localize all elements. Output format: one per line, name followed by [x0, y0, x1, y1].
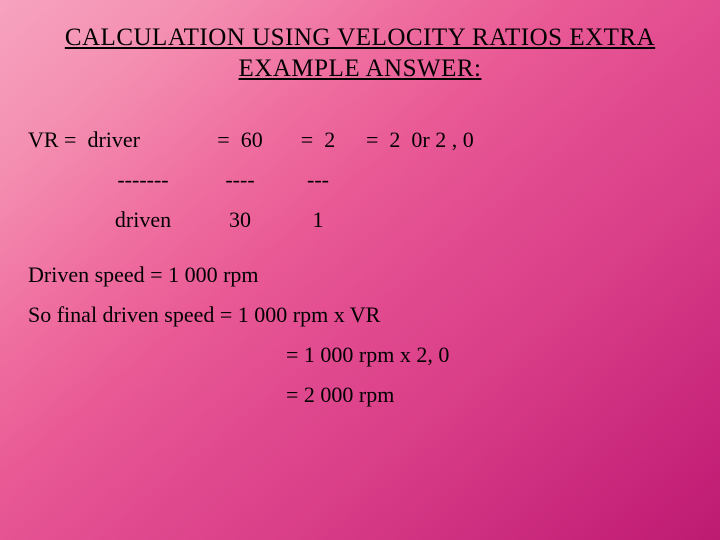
slide: CALCULATION USING VELOCITY RATIOS EXTRA … [0, 0, 720, 540]
vr-row-2: ------- ---- --- [28, 167, 692, 193]
vr-row-3: driven 30 1 [28, 207, 692, 233]
vr-r2-c3: --- [282, 167, 354, 193]
slide-content: VR = driver = 60 = 2 = 2 0r 2 , 0 ------… [0, 93, 720, 408]
vr-r3-c1: driven [88, 207, 198, 233]
vr-r1-c3: = 2 [282, 127, 354, 153]
line-eq1: = 1 000 rpm x 2, 0 [28, 342, 692, 368]
vr-r3-c2: 30 [198, 207, 282, 233]
vr-row-1: VR = driver = 60 = 2 = 2 0r 2 , 0 [28, 127, 692, 153]
vr-r1-c4: = 2 0r 2 , 0 [354, 127, 692, 153]
vr-r2-c2: ---- [198, 167, 282, 193]
vr-r2-c1: ------- [88, 167, 198, 193]
line-final-driven: So final driven speed = 1 000 rpm x VR [28, 302, 692, 328]
vr-r3-c3: 1 [282, 207, 354, 233]
vr-r3-lead [28, 207, 88, 233]
vr-r1-c1: VR = driver [28, 127, 198, 153]
vr-r2-lead [28, 167, 88, 193]
slide-title: CALCULATION USING VELOCITY RATIOS EXTRA … [0, 0, 720, 93]
line-driven-speed: Driven speed = 1 000 rpm [28, 262, 692, 288]
bottom-block: Driven speed = 1 000 rpm So final driven… [28, 262, 692, 408]
line-eq2: = 2 000 rpm [28, 382, 692, 408]
vr-r1-c2: = 60 [198, 127, 282, 153]
